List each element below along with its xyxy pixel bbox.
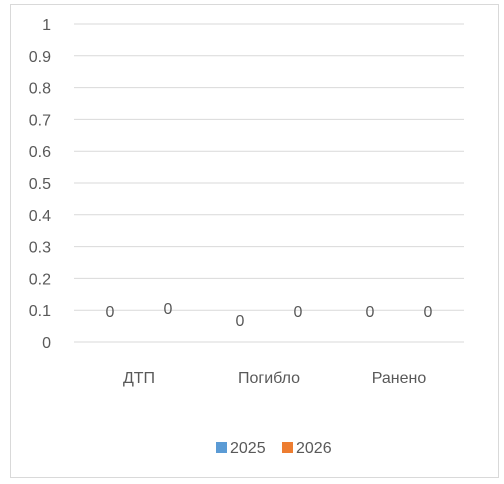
x-tick-label: Погибло: [238, 370, 300, 387]
data-label: 0: [164, 301, 173, 318]
data-label: 0: [366, 304, 375, 321]
y-tick-label: 0.5: [29, 176, 51, 193]
data-label: 0: [294, 304, 303, 321]
y-tick-label: 0.1: [29, 303, 51, 320]
legend: 2025 2026: [216, 440, 332, 457]
x-axis-tick-labels: ДТП Погибло Ранено: [123, 370, 426, 387]
data-labels-layer: 0 0 0 0 0 0: [106, 301, 433, 330]
x-tick-label: ДТП: [123, 370, 155, 387]
data-label: 0: [106, 304, 115, 321]
y-tick-label: 0: [42, 335, 51, 352]
chart-frame: [10, 4, 499, 478]
data-label: 0: [236, 313, 245, 330]
x-tick-label: Ранено: [372, 370, 427, 387]
data-label: 0: [424, 304, 433, 321]
y-tick-label: 0.2: [29, 271, 51, 288]
legend-swatch: [216, 442, 227, 453]
y-tick-label: 0.3: [29, 240, 51, 257]
y-axis-tick-labels: 0 0.1 0.2 0.3 0.4 0.5 0.6 0.7 0.8 0.9 1: [29, 17, 51, 352]
y-tick-label: 0.6: [29, 144, 51, 161]
y-tick-label: 0.7: [29, 112, 51, 129]
y-tick-label: 0.8: [29, 81, 51, 98]
y-tick-label: 1: [42, 17, 51, 34]
grid-layer: [74, 23, 464, 343]
y-tick-label: 0.9: [29, 49, 51, 66]
legend-swatch: [282, 442, 293, 453]
legend-label: 2025: [230, 440, 266, 457]
y-tick-label: 0.4: [29, 208, 51, 225]
legend-label: 2026: [296, 440, 332, 457]
